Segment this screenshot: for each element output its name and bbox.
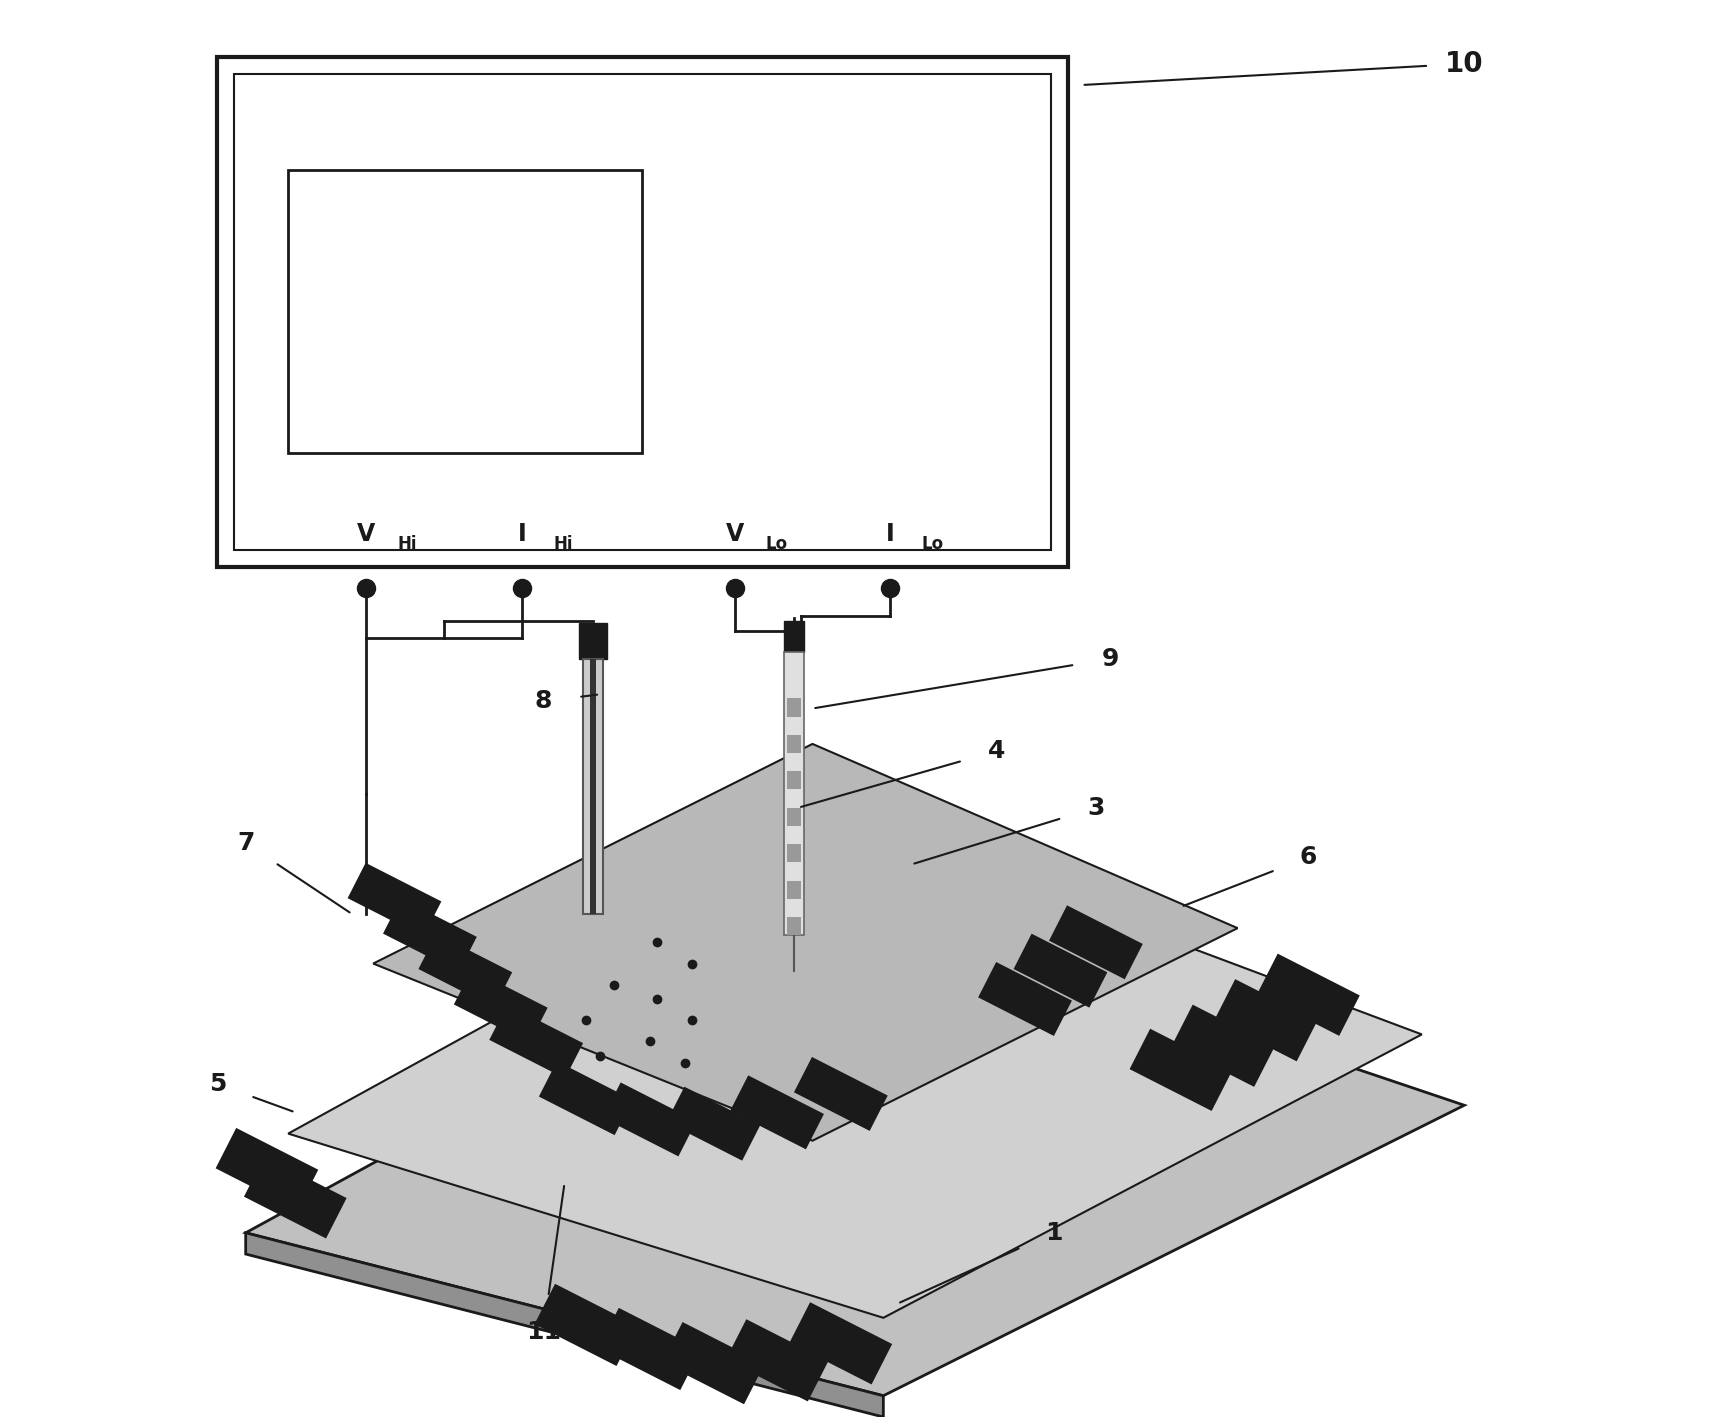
Polygon shape xyxy=(453,969,547,1043)
Bar xyxy=(787,699,802,717)
Text: Lo: Lo xyxy=(922,534,944,553)
Text: I: I xyxy=(518,521,527,546)
Text: V: V xyxy=(725,521,744,546)
Bar xyxy=(787,735,802,752)
Bar xyxy=(217,57,1067,567)
Bar xyxy=(787,880,802,898)
Text: I: I xyxy=(886,521,894,546)
Polygon shape xyxy=(662,1322,764,1404)
Polygon shape xyxy=(602,1083,696,1156)
Polygon shape xyxy=(246,1233,884,1417)
Bar xyxy=(787,845,802,863)
Bar xyxy=(785,621,804,652)
Polygon shape xyxy=(730,1076,824,1149)
Text: 9: 9 xyxy=(1101,648,1118,670)
Bar xyxy=(785,652,804,935)
Polygon shape xyxy=(535,1284,638,1366)
Polygon shape xyxy=(1130,1029,1233,1111)
Polygon shape xyxy=(1214,979,1317,1061)
Text: 4: 4 xyxy=(988,740,1005,762)
Polygon shape xyxy=(598,1308,701,1390)
Text: 2: 2 xyxy=(1286,973,1303,996)
Text: 10: 10 xyxy=(1445,50,1484,78)
Polygon shape xyxy=(419,934,513,1007)
Polygon shape xyxy=(383,898,477,972)
Polygon shape xyxy=(978,962,1072,1036)
Polygon shape xyxy=(373,744,1238,1141)
Bar xyxy=(590,659,595,914)
Polygon shape xyxy=(1048,905,1142,979)
Polygon shape xyxy=(1014,934,1108,1007)
Polygon shape xyxy=(1257,954,1359,1036)
Polygon shape xyxy=(793,1057,887,1131)
Polygon shape xyxy=(790,1302,893,1384)
Polygon shape xyxy=(725,1319,828,1401)
Bar xyxy=(234,74,1050,550)
Text: Hi: Hi xyxy=(397,534,417,553)
Text: 3: 3 xyxy=(1088,796,1105,819)
Text: 8: 8 xyxy=(535,690,552,713)
Text: 6: 6 xyxy=(1300,846,1317,869)
Polygon shape xyxy=(245,1156,347,1238)
Text: 7: 7 xyxy=(238,832,255,854)
Polygon shape xyxy=(667,1087,761,1161)
Text: Lo: Lo xyxy=(766,534,788,553)
Bar xyxy=(787,808,802,826)
Text: 5: 5 xyxy=(209,1073,226,1095)
Bar xyxy=(583,659,602,914)
Bar xyxy=(787,917,802,935)
Polygon shape xyxy=(489,1005,583,1078)
Polygon shape xyxy=(347,863,441,937)
Text: Hi: Hi xyxy=(552,534,573,553)
Bar xyxy=(289,170,643,453)
Bar xyxy=(787,771,802,789)
Polygon shape xyxy=(289,822,1421,1318)
Text: V: V xyxy=(357,521,374,546)
Polygon shape xyxy=(246,900,1464,1396)
Polygon shape xyxy=(1171,1005,1274,1087)
Polygon shape xyxy=(215,1128,318,1210)
Polygon shape xyxy=(539,1061,633,1135)
Text: 11: 11 xyxy=(525,1321,561,1343)
Text: 1: 1 xyxy=(1045,1221,1062,1244)
Bar xyxy=(578,623,607,659)
